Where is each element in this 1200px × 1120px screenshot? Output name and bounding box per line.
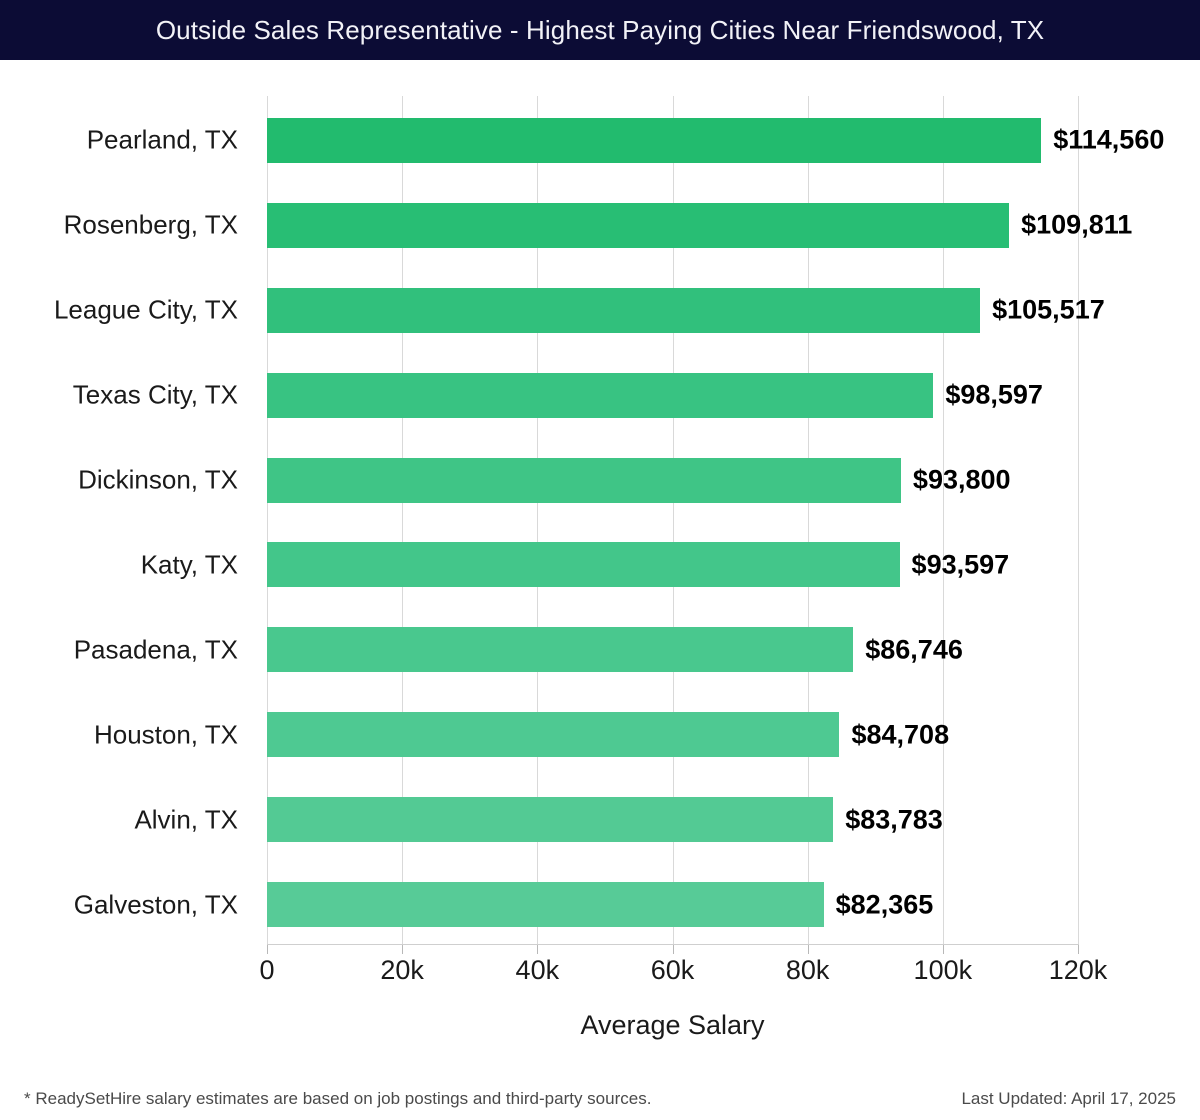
bar-value-label: $98,597 xyxy=(945,379,1043,410)
bar-row[interactable]: $109,811 xyxy=(267,202,1132,248)
y-axis-category-label: Dickinson, TX xyxy=(78,464,238,495)
page-title: Outside Sales Representative - Highest P… xyxy=(155,14,1045,45)
x-axis-tick-mark xyxy=(267,945,268,954)
y-axis-category-label: Katy, TX xyxy=(140,549,238,580)
bar[interactable] xyxy=(267,882,824,928)
x-axis-tick-label: 0 xyxy=(259,955,275,985)
bar[interactable] xyxy=(267,457,901,503)
x-axis-tick-label: 100k xyxy=(913,955,973,985)
x-axis-tick-label: 80k xyxy=(785,955,830,985)
bar-row[interactable]: $84,708 xyxy=(267,712,1078,758)
gridline xyxy=(672,96,674,945)
x-axis-tick-mark xyxy=(942,945,944,954)
bar-row[interactable]: $98,597 xyxy=(267,372,1078,418)
x-axis-title: Average Salary xyxy=(580,1010,765,1040)
bar-value-label: $93,800 xyxy=(912,464,1011,495)
x-axis-tick-mark xyxy=(1078,945,1079,954)
y-axis-category-label: Pasadena, TX xyxy=(73,634,238,665)
x-axis-tick-label: 40k xyxy=(515,955,560,985)
y-axis-category-label: Galveston, TX xyxy=(73,889,238,920)
bar-value-label: $82,365 xyxy=(835,889,934,920)
bar-value-label: $105,517 xyxy=(992,294,1105,325)
plot-area: $114,560 $109,811 $105,517 $98,597 $93,800 $9… xyxy=(267,96,1164,945)
bar-row[interactable]: $93,800 xyxy=(267,457,1078,503)
bar[interactable] xyxy=(267,542,900,588)
bar-value-label: $93,597 xyxy=(911,549,1010,580)
gridline xyxy=(1078,96,1079,945)
bar[interactable] xyxy=(267,712,840,758)
y-axis-category-label: Pearland, TX xyxy=(86,124,238,155)
y-axis-category-label: Texas City, TX xyxy=(72,379,238,410)
bar[interactable] xyxy=(267,117,1042,163)
bar[interactable] xyxy=(267,202,1010,248)
chart-header: Outside Sales Representative - Highest P… xyxy=(0,0,1200,60)
bar-row[interactable]: $82,365 xyxy=(267,882,1078,928)
x-axis-tick-label: 20k xyxy=(380,955,424,985)
x-axis-tick-mark xyxy=(537,945,539,954)
bar-row[interactable]: $114,560 xyxy=(267,117,1164,163)
y-axis-category-labels: Pearland, TX Rosenberg, TX League City, TX… xyxy=(0,96,252,945)
bar[interactable] xyxy=(267,797,834,843)
bar[interactable] xyxy=(267,627,854,673)
chart-footer: * ReadySetHire salary estimates are base… xyxy=(0,1078,1200,1120)
y-axis-category-label: Houston, TX xyxy=(93,719,238,750)
x-axis-tick-label: 120k xyxy=(1048,955,1108,985)
gridline xyxy=(267,96,268,945)
gridline xyxy=(807,96,809,945)
footer-disclaimer: * ReadySetHire salary estimates are base… xyxy=(24,1089,652,1108)
x-axis-tick-mark xyxy=(402,945,404,954)
gridline xyxy=(942,96,944,945)
bar-row[interactable]: $93,597 xyxy=(267,542,1078,588)
bar-row[interactable]: $105,517 xyxy=(267,287,1105,333)
y-axis-category-label: League City, TX xyxy=(53,294,238,325)
y-axis-category-label: Alvin, TX xyxy=(134,804,238,835)
bar-value-label: $84,708 xyxy=(851,719,950,750)
x-axis-tick-label: 60k xyxy=(650,955,695,985)
footer-last-updated: Last Updated: April 17, 2025 xyxy=(961,1089,1176,1108)
bar-value-label: $109,811 xyxy=(1021,209,1133,240)
x-axis-tick-mark xyxy=(672,945,674,954)
gridline xyxy=(537,96,539,945)
bar[interactable] xyxy=(267,287,981,333)
gridline xyxy=(402,96,404,945)
bar-value-label: $86,746 xyxy=(865,634,963,665)
x-axis-line xyxy=(267,944,1079,945)
bar-row[interactable]: $86,746 xyxy=(267,627,1078,673)
bar[interactable] xyxy=(267,372,934,418)
y-axis-category-label: Rosenberg, TX xyxy=(63,209,238,240)
bar-row[interactable]: $83,783 xyxy=(267,797,1078,843)
bar-value-label: $83,783 xyxy=(845,804,943,835)
bar-value-label: $114,560 xyxy=(1053,124,1165,155)
x-axis-tick-mark xyxy=(807,945,809,954)
